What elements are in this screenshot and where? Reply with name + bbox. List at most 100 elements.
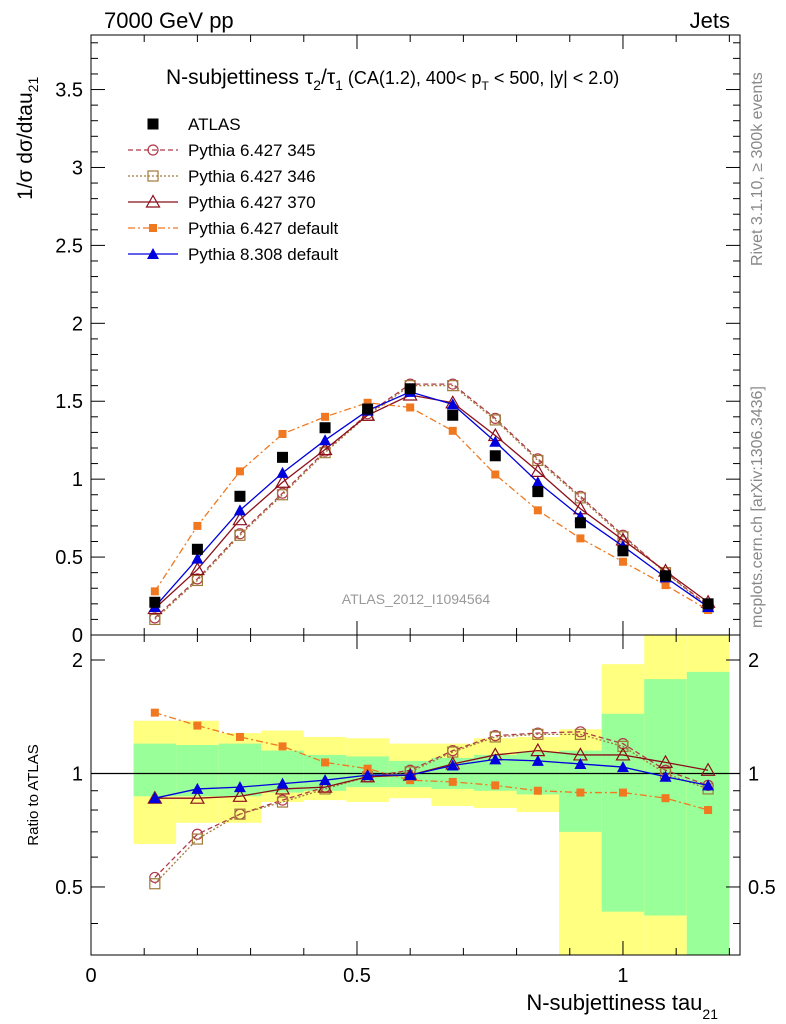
main-y-tick-label: 1.5	[55, 391, 83, 413]
main-point	[278, 429, 287, 438]
plot-title-tau1-sub: 1	[335, 77, 343, 93]
x-axis-label-sub: 21	[702, 1006, 718, 1022]
ratio-point	[276, 777, 289, 789]
main-point	[193, 521, 202, 530]
ratio-point	[446, 759, 459, 771]
ratio-line	[154, 749, 709, 799]
header-left: 7000 GeV pp	[104, 8, 234, 33]
main-point	[319, 434, 332, 446]
main-line	[154, 383, 709, 619]
ratio-bands	[133, 635, 730, 955]
main-point	[191, 574, 203, 587]
ratio-point	[149, 871, 161, 884]
main-line	[154, 394, 709, 609]
main-line	[154, 391, 709, 608]
main-point	[531, 476, 544, 488]
ratio-point	[149, 878, 161, 890]
ratio-point	[319, 774, 332, 786]
main-point	[489, 414, 501, 426]
ratio-y-axis-label: Ratio to ATLAS	[25, 744, 42, 845]
main-point	[274, 474, 291, 488]
legend-item: Pythia 6.427 346	[128, 167, 316, 186]
legend-marker	[147, 144, 159, 156]
main-point	[321, 412, 330, 421]
ratio-line	[154, 712, 709, 811]
main-point	[191, 552, 204, 564]
ratio-point	[191, 782, 204, 794]
legend: ATLAS Pythia 6.427 345 Pythia 6.427 346 Pyt…	[128, 115, 339, 264]
legend-marker	[147, 118, 159, 130]
ratio-y-tick-label: 0.5	[55, 877, 83, 899]
main-y-tick-label: 2.5	[55, 235, 83, 257]
main-data-point	[404, 383, 416, 395]
legend-label: ATLAS	[188, 115, 241, 134]
ratio-point	[232, 788, 248, 802]
main-data-point	[149, 596, 161, 608]
main-point	[446, 398, 459, 410]
legend-label: Pythia 6.427 345	[188, 141, 316, 160]
main-point	[317, 441, 333, 456]
main-y-tick-label: 2	[72, 313, 83, 335]
ratio-point	[406, 776, 415, 785]
ratio-point	[276, 796, 289, 808]
main-point	[150, 587, 159, 596]
main-data-point	[277, 451, 289, 463]
ratio-y-tick-label-right: 0.5	[748, 877, 776, 899]
main-ticks: 0 0.5 1 1.5 2 2.5 3 3.5	[55, 35, 740, 647]
legend-label: Pythia 8.308 default	[188, 245, 339, 264]
ratio-point	[661, 794, 670, 803]
ratio-y-tick-label-right: 1	[748, 763, 759, 785]
ratio-point	[576, 788, 585, 797]
ratio-point	[363, 764, 372, 773]
ratio-point	[616, 761, 629, 773]
main-series	[147, 387, 716, 615]
ratio-plot-frame	[90, 634, 741, 956]
analysis-watermark: ATLAS_2012_I1094564	[342, 591, 491, 607]
main-point	[276, 489, 289, 501]
main-point	[406, 403, 415, 412]
ratio-point	[191, 833, 203, 845]
header-right: Jets	[690, 8, 730, 33]
legend-item: Pythia 6.427 345	[128, 141, 316, 160]
main-y-tick-label: 3	[72, 157, 83, 179]
rivet-label: Rivet 3.1.10, ≥ 300k events	[749, 72, 766, 266]
main-data-point	[191, 543, 203, 555]
ratio-point	[150, 708, 159, 717]
ratio-point	[489, 731, 501, 743]
main-point	[233, 504, 246, 516]
ratio-point	[533, 786, 542, 795]
main-data-point	[319, 422, 331, 434]
x-tick-label: 0	[85, 965, 96, 987]
legend-marker	[145, 194, 161, 208]
ratio-point	[700, 762, 716, 776]
main-data-point	[234, 490, 246, 502]
ratio-point	[532, 728, 544, 740]
main-data-point	[660, 570, 672, 582]
main-y-tick-label: 3.5	[55, 80, 83, 102]
legend-label: Pythia 6.427 370	[188, 193, 316, 212]
ratio-point	[617, 740, 629, 752]
x-tick-label: 1	[617, 965, 628, 987]
main-series	[149, 380, 714, 626]
main-point	[447, 380, 459, 392]
main-point	[235, 467, 244, 476]
main-point	[189, 561, 205, 576]
main-y-tick-label: 1	[72, 469, 83, 491]
ratio-point	[193, 721, 202, 730]
ratio-point	[361, 769, 374, 781]
main-y-axis-label-base: 1/σ dσ/dtau	[14, 92, 37, 200]
ratio-point	[404, 769, 417, 781]
ratio-line	[154, 731, 709, 878]
ratio-point	[317, 779, 333, 793]
plot-title-main: N-subjettiness τ	[166, 66, 314, 89]
main-data-point	[532, 486, 544, 498]
main-series	[150, 398, 713, 615]
plot-title-cuts-b: < 500, |y| < 2.0)	[489, 68, 619, 88]
plot-title-slash: /τ	[321, 66, 336, 89]
main-data-point	[702, 598, 714, 610]
main-point	[232, 511, 248, 526]
ratio-point	[659, 770, 672, 782]
plot-title-pt-sub: T	[482, 79, 490, 93]
main-point	[448, 426, 457, 435]
